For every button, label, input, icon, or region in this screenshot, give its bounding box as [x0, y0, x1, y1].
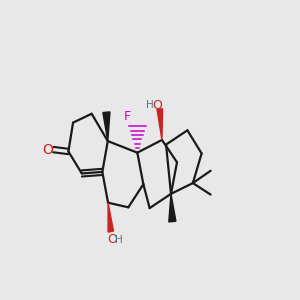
- Polygon shape: [103, 112, 110, 141]
- Polygon shape: [108, 203, 113, 232]
- Polygon shape: [169, 194, 176, 222]
- Text: F: F: [123, 110, 130, 123]
- Text: H: H: [115, 235, 122, 245]
- Text: H: H: [146, 100, 154, 110]
- Text: O: O: [152, 99, 162, 112]
- Text: O: O: [107, 233, 117, 246]
- Polygon shape: [157, 109, 163, 140]
- Text: O: O: [42, 142, 53, 157]
